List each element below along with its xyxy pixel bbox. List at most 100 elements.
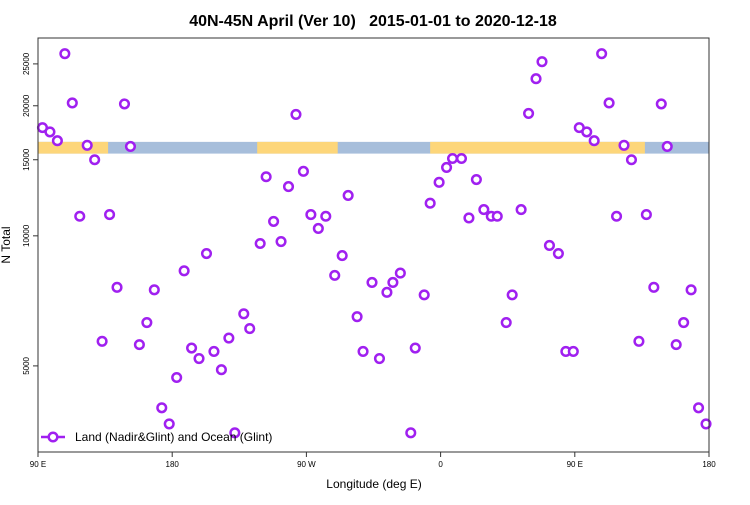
data-point (515, 204, 527, 216)
data-point (655, 98, 667, 110)
data-point (51, 135, 63, 147)
data-point (670, 339, 682, 351)
data-point (648, 281, 660, 293)
data-point (633, 335, 645, 347)
data-point (178, 265, 190, 277)
data-point (588, 135, 600, 147)
data-point (381, 286, 393, 298)
data-point (305, 209, 317, 221)
data-point (640, 209, 652, 221)
data-point (567, 345, 579, 358)
data-point (618, 139, 630, 151)
data-point (200, 247, 213, 260)
x-tick-label: 90 E (567, 460, 583, 469)
data-point (581, 126, 593, 138)
data-point (596, 48, 608, 60)
data-point (491, 210, 503, 222)
y-tick-label: 15000 (22, 148, 31, 171)
data-points (36, 48, 712, 439)
data-point (148, 284, 160, 296)
x-tick-label: 90 W (297, 460, 316, 469)
data-point (124, 140, 136, 153)
data-point (74, 210, 86, 222)
data-point (208, 345, 220, 358)
data-point (215, 364, 227, 376)
data-point (500, 316, 512, 329)
data-point (133, 339, 145, 351)
data-point (409, 342, 421, 354)
data-point (523, 107, 535, 119)
data-point (506, 289, 518, 301)
data-point (678, 316, 690, 329)
plot-frame (37, 37, 710, 453)
data-point (470, 173, 482, 186)
y-axis-label: N Total (0, 226, 13, 263)
data-point (290, 108, 302, 120)
data-point (171, 371, 183, 384)
data-point (387, 276, 399, 289)
data-point (536, 56, 548, 68)
data-point (543, 239, 556, 252)
data-point (329, 269, 341, 281)
data-point (297, 165, 309, 177)
x-tick-label: 90 E (30, 460, 46, 469)
data-point (260, 171, 272, 183)
y-tick-label: 25000 (22, 52, 31, 75)
data-point (111, 281, 123, 293)
data-point (320, 210, 332, 222)
x-axis-label: Longitude (deg E) (326, 477, 421, 491)
data-point (89, 154, 101, 166)
ocean-band (38, 141, 709, 154)
data-point (244, 323, 256, 335)
chart-title: 40N-45N April (Ver 10) 2015-01-01 to 202… (189, 13, 557, 30)
data-point (118, 98, 131, 110)
land-segment (38, 141, 109, 154)
data-point (193, 352, 205, 365)
land-ocean-band (38, 141, 709, 154)
data-point (229, 427, 241, 439)
data-point (603, 97, 615, 109)
data-point (342, 189, 354, 202)
data-point (275, 235, 287, 248)
data-point (418, 289, 430, 301)
legend: Land (Nadir&Glint) and Ocean (Glint) (41, 430, 272, 444)
data-point (478, 204, 490, 216)
data-point (661, 140, 673, 153)
data-point (424, 197, 436, 209)
land-segment (430, 141, 645, 154)
data-point (552, 247, 564, 260)
x-tick-label: 180 (702, 460, 716, 469)
data-point (455, 152, 468, 165)
data-point (282, 181, 295, 193)
data-point (405, 427, 417, 439)
x-tick-label: 0 (438, 460, 443, 469)
data-point (394, 267, 406, 279)
data-point (700, 418, 712, 430)
y-tick-label: 10000 (22, 224, 31, 247)
data-point (693, 402, 705, 414)
data-point (433, 176, 445, 188)
x-axis: 90 E 180 90 W 0 90 E 180 (30, 452, 716, 469)
data-point (156, 402, 168, 414)
data-point (463, 212, 475, 224)
data-point (254, 237, 266, 250)
data-point (366, 276, 378, 289)
data-point (312, 222, 324, 235)
data-point (238, 308, 250, 320)
data-point (685, 284, 697, 296)
data-point (625, 154, 638, 166)
legend-marker (47, 431, 59, 443)
y-tick-label: 20000 (22, 94, 31, 117)
data-point (59, 48, 71, 60)
data-point (223, 332, 235, 344)
data-point (446, 152, 459, 165)
data-point (611, 210, 623, 222)
legend-label: Land (Nadir&Glint) and Ocean (Glint) (75, 430, 272, 444)
x-tick-label: 180 (166, 460, 180, 469)
data-point (441, 161, 453, 173)
data-point (357, 345, 369, 358)
data-point (530, 73, 542, 85)
data-point (81, 139, 93, 151)
data-point (268, 215, 280, 227)
